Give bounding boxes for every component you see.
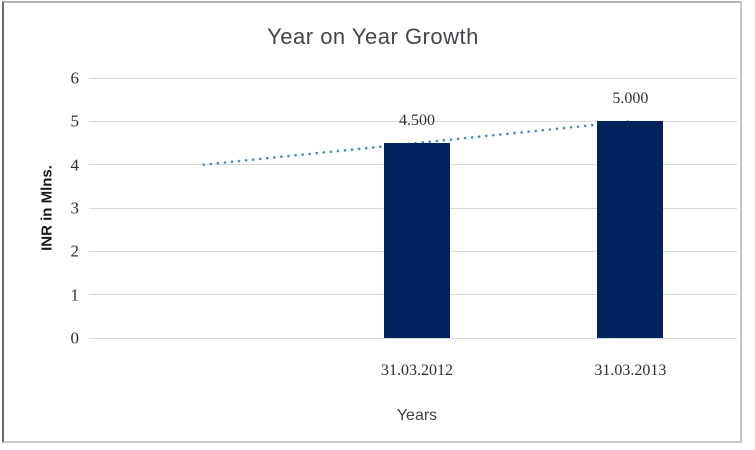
y-tick-label: 5 — [70, 111, 80, 131]
y-axis-tick — [89, 250, 97, 252]
plot-area: 0 1 2 3 4 5 6 4.500 31.03.2012 5.000 31.03.2013 — [71, 70, 737, 379]
bar-data-label: 5.000 — [612, 90, 649, 108]
bar — [384, 143, 450, 338]
y-tick-label: 4 — [70, 155, 80, 175]
y-tick-label: 0 — [70, 328, 80, 348]
y-axis-tick — [89, 294, 97, 296]
bar — [597, 121, 664, 338]
trendline — [202, 120, 632, 166]
y-axis-tick — [89, 337, 97, 339]
y-axis-tick — [89, 164, 97, 166]
y-gridline — [97, 120, 737, 122]
category-label: 31.03.2013 — [594, 362, 667, 379]
category-label: 31.03.2012 — [381, 362, 453, 379]
y-gridline — [97, 337, 737, 339]
y-tick-label: 3 — [70, 198, 80, 218]
y-axis-tick — [89, 120, 97, 122]
y-axis-tick — [89, 207, 97, 209]
y-gridline — [97, 77, 737, 79]
x-axis-title: Years — [396, 407, 438, 424]
y-tick-label: 2 — [70, 241, 80, 261]
chart-title: Year on Year Growth — [267, 24, 479, 49]
bar-data-label: 4.500 — [399, 112, 435, 129]
y-axis-tick — [89, 77, 97, 79]
y-tick-label: 1 — [70, 285, 80, 305]
y-tick-label: 6 — [70, 68, 80, 88]
